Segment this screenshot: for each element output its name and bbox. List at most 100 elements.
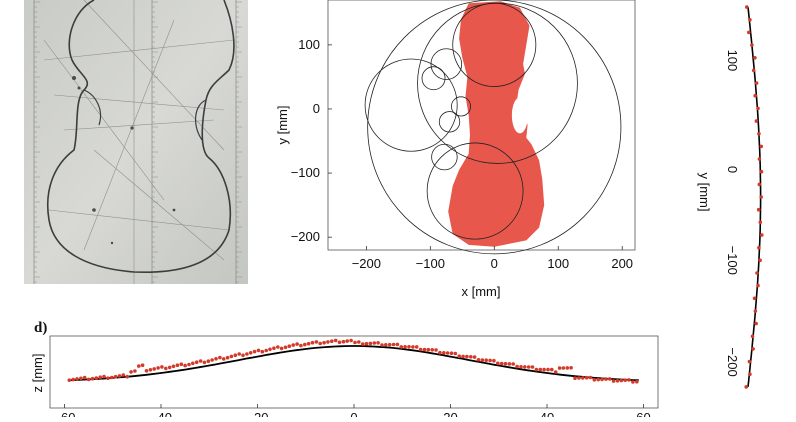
arching-point xyxy=(507,362,512,366)
y-tick-label-c: −100 xyxy=(725,246,740,275)
arching-point xyxy=(322,340,326,345)
fit-circle xyxy=(438,111,461,133)
arching-point xyxy=(584,375,589,380)
arching-point xyxy=(152,367,156,371)
fit-circle xyxy=(451,96,472,117)
profile-point xyxy=(753,93,757,98)
arching-point xyxy=(160,365,164,369)
profile-point xyxy=(757,157,762,161)
profile-point xyxy=(750,43,754,47)
arching-point xyxy=(164,366,168,371)
arching-point xyxy=(129,370,133,374)
y-ticks: 100 0 −100 −200 xyxy=(291,37,332,244)
arching-point xyxy=(225,355,230,360)
y-tick-label: −200 xyxy=(291,229,320,244)
profile-point xyxy=(757,131,761,136)
arching-point xyxy=(457,354,462,358)
arching-point xyxy=(411,345,415,349)
arching-point xyxy=(272,346,276,350)
arching-point xyxy=(330,339,334,343)
arching-point xyxy=(75,377,79,381)
arching-point xyxy=(237,352,241,356)
arching-point xyxy=(125,374,129,379)
arching-point xyxy=(492,358,496,363)
violin-body-shape xyxy=(448,1,545,247)
arching-point xyxy=(577,376,581,380)
arching-point xyxy=(472,355,477,359)
arching-point xyxy=(353,340,357,345)
arching-point xyxy=(619,378,624,383)
photo-svg xyxy=(24,0,248,284)
arching-point xyxy=(391,342,396,347)
arching-point xyxy=(183,363,187,368)
arching-point xyxy=(488,358,492,363)
arching-point xyxy=(407,345,411,349)
arching-point xyxy=(179,362,184,366)
arching-point xyxy=(523,365,527,369)
arching-profile-svg: z [mm] −60 −40 −20 0 20 40 60 xyxy=(30,335,659,417)
profile-line-d xyxy=(69,345,639,382)
arching-point xyxy=(268,347,272,352)
arching-point xyxy=(333,338,338,343)
y-tick-label: −100 xyxy=(291,165,320,180)
arching-point xyxy=(67,378,72,382)
x-tick-label-d: 20 xyxy=(443,410,457,417)
circle-group xyxy=(364,0,622,255)
arching-point xyxy=(519,365,523,369)
arching-point xyxy=(469,355,473,359)
x-tick-label-d: −40 xyxy=(150,410,172,417)
paper-background xyxy=(24,0,248,284)
profile-point xyxy=(751,68,756,73)
arching-point xyxy=(399,345,404,349)
arching-point xyxy=(341,339,346,344)
arching-point xyxy=(465,354,469,359)
arching-point xyxy=(117,374,122,378)
arching-point xyxy=(580,376,585,380)
profile-point xyxy=(751,347,755,351)
arching-point xyxy=(318,341,323,346)
arching-profile-chart: d) z [mm] −60 −40 −20 0 20 40 60 xyxy=(0,318,670,417)
arching-point xyxy=(623,378,627,382)
arching-point xyxy=(542,367,546,372)
x-tick-label: 200 xyxy=(611,256,633,271)
arching-point xyxy=(418,347,423,352)
arching-point xyxy=(631,380,635,384)
arching-point xyxy=(635,379,639,384)
arching-point xyxy=(86,377,91,382)
x-tick-label: 0 xyxy=(491,256,498,271)
arching-point xyxy=(260,349,265,354)
plot-frame xyxy=(327,0,636,251)
arching-point xyxy=(191,361,195,366)
arching-point xyxy=(90,376,95,381)
arching-point xyxy=(187,362,191,367)
profile-point xyxy=(745,5,749,9)
arching-point xyxy=(140,363,145,367)
profile-point xyxy=(757,245,761,250)
fit-circle xyxy=(367,0,622,255)
arching-point xyxy=(484,358,489,362)
arching-point xyxy=(414,345,419,349)
arching-point xyxy=(310,340,315,345)
arching-point xyxy=(380,343,384,347)
arching-point xyxy=(295,342,299,346)
vertical-profile-svg: 100 0 −100 −200 y [mm] xyxy=(697,5,764,389)
arching-point xyxy=(364,341,369,346)
profile-line-c xyxy=(747,7,762,387)
fit-circle xyxy=(430,48,463,80)
arching-point xyxy=(194,360,199,364)
fit-circle xyxy=(426,142,524,240)
x-tick-label: −200 xyxy=(352,256,381,271)
vertical-profile-chart: 100 0 −100 −200 y [mm] xyxy=(680,0,796,417)
arching-point xyxy=(573,376,577,380)
profile-points-c xyxy=(744,5,764,389)
arching-point xyxy=(449,351,454,355)
profile-point xyxy=(758,258,762,263)
y-tick-label-c: −200 xyxy=(725,347,740,376)
profile-point xyxy=(760,233,764,237)
arching-point xyxy=(248,351,253,355)
arching-point xyxy=(604,377,608,381)
arching-point xyxy=(233,353,238,357)
x-tick-label-d: −20 xyxy=(246,410,268,417)
profile-point xyxy=(757,182,762,187)
profile-point xyxy=(748,372,752,377)
